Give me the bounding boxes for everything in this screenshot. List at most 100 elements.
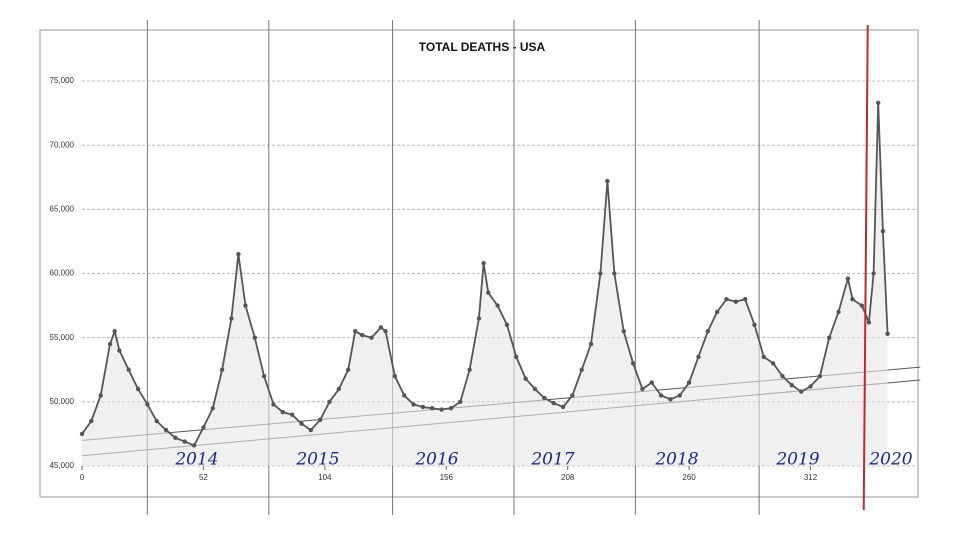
data-point bbox=[570, 393, 575, 398]
data-point bbox=[733, 299, 738, 304]
year-annotation: 2015 bbox=[295, 450, 339, 470]
year-annotation: 2020 bbox=[868, 450, 912, 470]
data-point bbox=[724, 296, 729, 302]
data-point bbox=[448, 406, 454, 411]
data-point bbox=[705, 329, 710, 334]
data-point bbox=[173, 435, 178, 440]
data-point bbox=[145, 402, 150, 407]
data-point bbox=[289, 412, 295, 417]
data-point bbox=[598, 271, 603, 276]
data-point bbox=[871, 271, 876, 276]
data-point bbox=[714, 309, 720, 315]
data-point bbox=[789, 382, 795, 388]
x-tick-label: 104 bbox=[318, 473, 332, 482]
data-point bbox=[859, 303, 865, 308]
data-point bbox=[243, 303, 248, 308]
data-point bbox=[439, 407, 444, 412]
data-point bbox=[252, 335, 257, 340]
data-point bbox=[411, 402, 416, 407]
y-tick-label: 65,000 bbox=[50, 204, 75, 213]
year-annotation: 2016 bbox=[414, 450, 458, 470]
x-tick-label: 208 bbox=[561, 473, 575, 482]
data-point bbox=[402, 393, 407, 398]
data-point bbox=[481, 261, 486, 266]
data-point bbox=[649, 380, 654, 385]
data-point bbox=[420, 404, 426, 410]
data-point bbox=[182, 439, 187, 444]
data-point bbox=[542, 395, 547, 401]
year-annotation: 2019 bbox=[775, 450, 819, 470]
data-point bbox=[866, 320, 872, 325]
data-point bbox=[299, 421, 304, 426]
x-tick-label: 260 bbox=[682, 473, 696, 482]
data-point bbox=[630, 361, 636, 366]
data-point bbox=[523, 376, 528, 381]
data-point bbox=[458, 399, 463, 405]
data-point bbox=[383, 329, 388, 334]
data-point bbox=[135, 386, 141, 392]
data-point bbox=[154, 418, 159, 424]
data-point bbox=[885, 331, 890, 337]
data-point bbox=[369, 335, 374, 340]
data-point bbox=[271, 402, 276, 407]
data-point bbox=[551, 400, 556, 406]
data-point bbox=[107, 341, 113, 347]
x-tick-label: 312 bbox=[804, 473, 818, 482]
data-point bbox=[588, 341, 594, 347]
data-point bbox=[112, 329, 117, 334]
data-point bbox=[117, 348, 122, 353]
data-point bbox=[845, 276, 851, 281]
y-tick-label: 55,000 bbox=[50, 333, 75, 342]
data-point bbox=[808, 384, 813, 389]
data-point bbox=[850, 296, 855, 302]
data-point bbox=[752, 322, 757, 328]
data-point bbox=[210, 406, 215, 411]
data-point bbox=[336, 386, 342, 392]
data-point bbox=[677, 393, 682, 398]
data-point bbox=[761, 354, 767, 360]
data-point bbox=[345, 367, 351, 372]
data-point bbox=[560, 404, 566, 410]
data-line bbox=[81, 102, 889, 447]
data-point bbox=[229, 316, 234, 321]
data-point bbox=[817, 373, 823, 379]
y-tick-label: 75,000 bbox=[50, 76, 75, 85]
data-point bbox=[612, 271, 617, 276]
data-point bbox=[504, 322, 510, 328]
year-annotation: 2017 bbox=[530, 450, 574, 470]
y-tick-label: 50,000 bbox=[50, 397, 75, 406]
data-point bbox=[467, 367, 472, 372]
x-tick-label: 0 bbox=[80, 473, 85, 482]
data-point bbox=[640, 386, 645, 392]
data-point bbox=[742, 296, 748, 302]
data-point bbox=[476, 316, 482, 321]
data-point bbox=[780, 373, 785, 379]
data-point bbox=[98, 393, 103, 398]
data-point bbox=[79, 431, 85, 437]
data-point bbox=[798, 389, 804, 394]
data-point bbox=[836, 309, 841, 315]
data-point bbox=[532, 386, 538, 392]
data-point bbox=[827, 335, 832, 340]
data-point bbox=[317, 417, 323, 422]
data-point bbox=[89, 418, 94, 424]
year-annotation: 2014 bbox=[174, 450, 218, 470]
data-point bbox=[486, 290, 491, 295]
data-point bbox=[201, 425, 206, 430]
data-point bbox=[696, 354, 701, 360]
chart-title: TOTAL DEATHS - USA bbox=[419, 40, 546, 54]
marker-line bbox=[862, 24, 869, 511]
data-point bbox=[308, 427, 314, 433]
data-point bbox=[621, 329, 626, 334]
data-point bbox=[514, 354, 519, 360]
data-point bbox=[430, 406, 435, 411]
year-annotation: 2018 bbox=[654, 450, 698, 470]
data-point bbox=[191, 443, 197, 448]
data-point bbox=[668, 397, 673, 402]
x-tick-label: 52 bbox=[199, 473, 208, 482]
data-point bbox=[880, 228, 886, 234]
data-point bbox=[770, 361, 776, 366]
data-point bbox=[579, 367, 584, 372]
data-point bbox=[236, 252, 241, 257]
data-point bbox=[327, 399, 332, 405]
